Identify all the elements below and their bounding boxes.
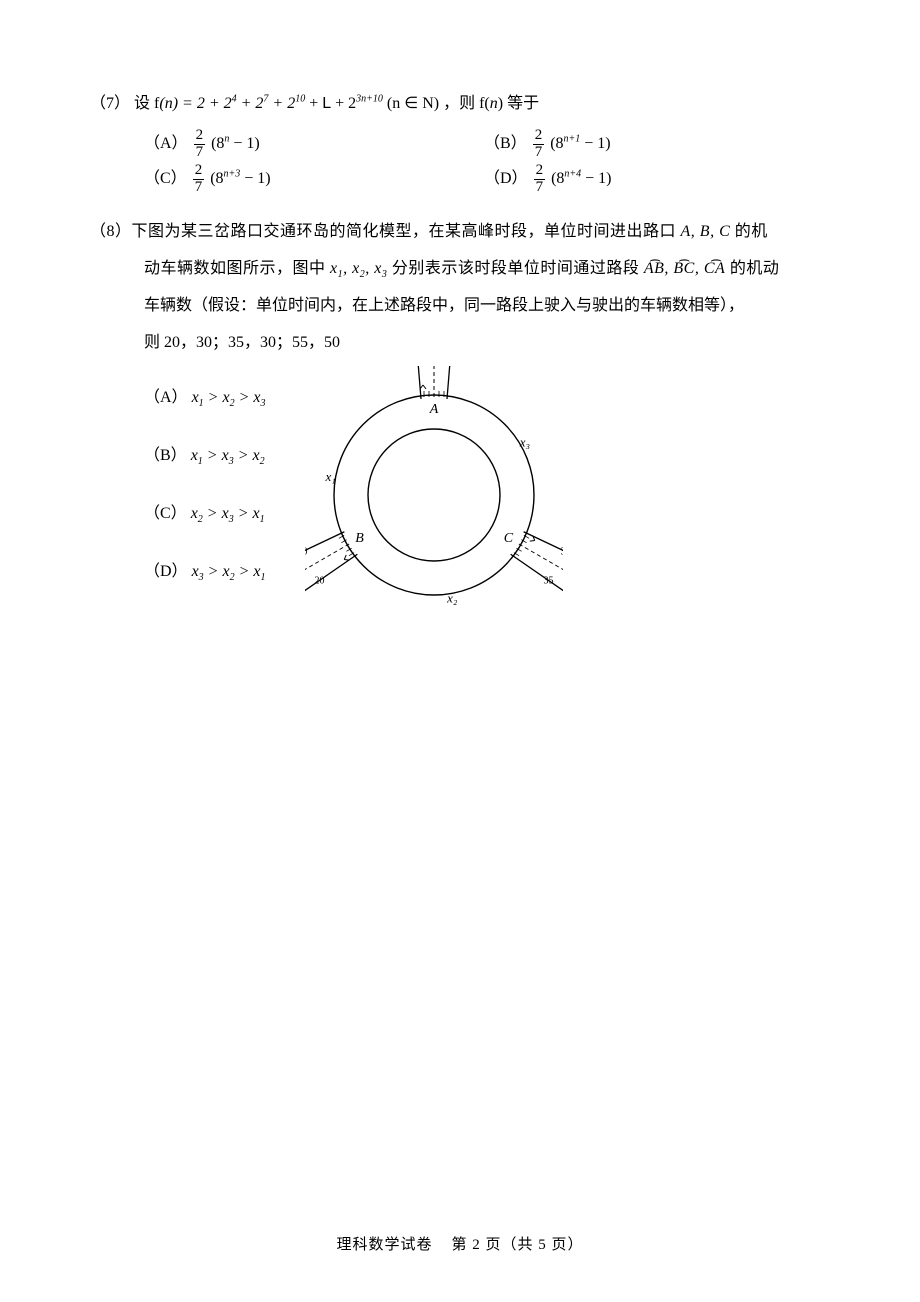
q7-exp-last: 3n+10 [356,94,383,105]
q7-number: （7） [90,95,130,112]
q8-option-b: （B） x1 > x3 > x2 [144,440,265,472]
q8-option-c: （C） x2 > x3 > x1 [144,498,265,530]
q7-stem: （7） 设 f(n) = 2 + 24 + 27 + 210 + L + 23n… [90,88,830,120]
q8-option-a: （A） x1 > x2 > x3 [144,382,265,414]
footer-page: 第 2 页（共 5 页） [452,1237,584,1253]
fraction-icon: 2 7 [194,128,206,161]
roundabout-svg: A5055B2030C3035x₁x₂x₃ [305,366,563,624]
svg-text:C: C [504,531,514,546]
q8-line3: 车辆数（假设：单位时间内，在上述路段中，同一路段上驶入与驶出的车辆数相等）， [144,288,830,325]
question-8: （8）下图为某三岔路口交通环岛的简化模型，在某高峰时段，单位时间进出路口 A, … [90,214,830,635]
q7-fn: f(n) = 2 + 24 + 27 + 210 + L + 23n+10 (n… [154,95,443,112]
q7-stem-prefix: 设 [134,95,154,112]
svg-text:x₃: x₃ [519,434,530,449]
q8-ABC: A, B, C [681,223,731,240]
q8-number: （8） [90,223,132,240]
arc-AB: A͡B [644,260,665,277]
q7-tail-2: 等于 [507,95,539,112]
footer-subject: 理科数学试卷 [336,1237,432,1253]
q8-line1: （8）下图为某三岔路口交通环岛的简化模型，在某高峰时段，单位时间进出路口 A, … [90,214,830,251]
arc-CA: C͡A [704,260,725,277]
q7-nN: (n ∈ N) [387,95,439,112]
q7-option-a: （A） 2 7 (8n − 1) [144,126,484,161]
q8-line4: 则 20，30；35，30；55，50 [144,325,830,362]
fraction-icon: 2 7 [534,163,546,196]
question-7: （7） 设 f(n) = 2 + 24 + 27 + 210 + L + 23n… [90,88,830,196]
q7-fn2: f(n) [479,95,503,112]
q8-line2: 动车辆数如图所示，图中 x1, x2, x3 分别表示该时段单位时间通过路段 A… [144,251,830,288]
svg-text:35: 35 [544,575,554,586]
arc-BC: B͡C [673,260,694,277]
page: （7） 设 f(n) = 2 + 24 + 27 + 210 + L + 23n… [0,0,920,1302]
roundabout-diagram: A5055B2030C3035x₁x₂x₃ [305,362,563,636]
svg-text:x₂: x₂ [447,590,459,605]
q8-option-d: （D） x3 > x2 > x1 [144,556,265,588]
fraction-icon: 2 7 [193,163,205,196]
q7-option-c: （C） 2 7 (8n+3 − 1) [144,161,484,196]
fraction-icon: 2 7 [533,128,545,161]
svg-text:B: B [356,531,365,546]
q7-options: （A） 2 7 (8n − 1) （B） 2 7 (8n+1 − 1) [90,126,830,196]
q7-option-d: （D） 2 7 (8n+4 − 1) [484,161,824,196]
svg-text:x₁: x₁ [325,468,336,483]
q7-option-b: （B） 2 7 (8n+1 − 1) [484,126,824,161]
page-footer: 理科数学试卷 第 2 页（共 5 页） [0,1233,920,1254]
svg-text:30: 30 [305,546,308,557]
q7-tail-1: ，则 [443,95,479,112]
q7-L: L [322,95,331,112]
q8-body: （A） x1 > x2 > x3 （B） x1 > x3 > x2 （C） x2… [90,362,830,636]
svg-text:20: 20 [315,575,325,586]
svg-text:A: A [429,402,439,417]
q8-indent: 动车辆数如图所示，图中 x1, x2, x3 分别表示该时段单位时间通过路段 A… [90,251,830,361]
svg-text:30: 30 [561,546,564,557]
q8-options: （A） x1 > x2 > x3 （B） x1 > x3 > x2 （C） x2… [90,362,265,614]
